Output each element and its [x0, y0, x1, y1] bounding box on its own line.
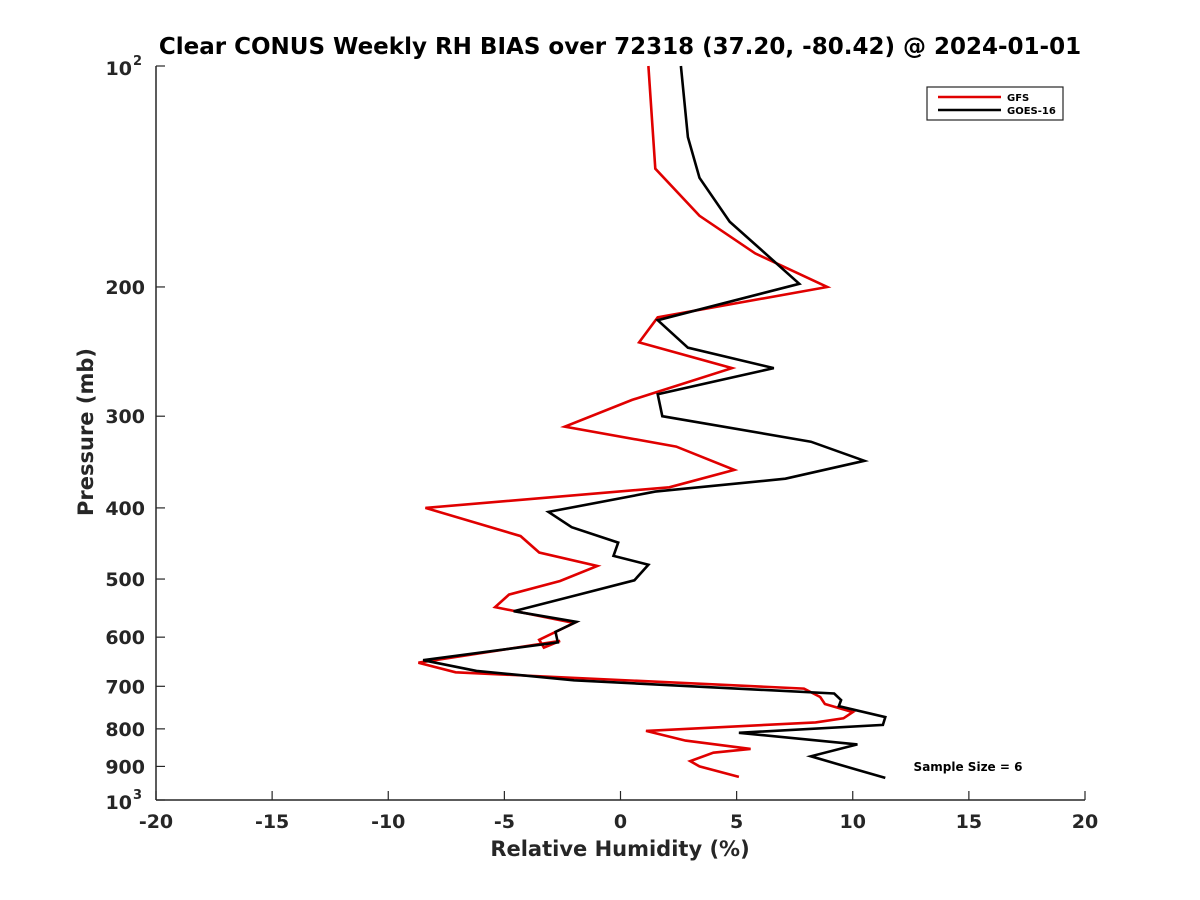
y-tick-label: 500 — [105, 569, 145, 591]
legend-label-goes-16: GOES-16 — [1007, 106, 1056, 117]
series-line-gfs — [418, 65, 856, 779]
x-axis-label: Relative Humidity (%) — [490, 837, 749, 861]
y-tick-exponent: 2 — [133, 54, 142, 69]
x-tick-label: -10 — [371, 811, 405, 833]
legend-label-gfs: GFS — [1007, 93, 1029, 104]
y-tick-label: 200 — [105, 277, 145, 299]
x-tick-label: 20 — [1072, 811, 1098, 833]
y-tick-label: 900 — [105, 756, 145, 778]
x-tick-label: 15 — [956, 811, 982, 833]
y-tick-label: 400 — [105, 498, 145, 520]
x-tick-label: 5 — [730, 811, 743, 833]
x-tick-label: -20 — [139, 811, 173, 833]
y-tick-label: 800 — [105, 719, 145, 741]
y-tick-label: 600 — [105, 627, 145, 649]
y-tick-label: 10 — [106, 792, 132, 814]
chart-title: Clear CONUS Weekly RH BIAS over 72318 (3… — [159, 34, 1081, 60]
sample-size-annotation: Sample Size = 6 — [914, 760, 1023, 774]
x-tick-label: -5 — [494, 811, 515, 833]
y-axis-label: Pressure (mb) — [74, 348, 98, 516]
x-tick-label: 0 — [614, 811, 627, 833]
series-layer — [418, 65, 887, 780]
y-tick-label: 300 — [105, 406, 145, 428]
legend-box — [926, 86, 1064, 121]
legend: GFS GOES-16 — [926, 86, 1064, 121]
x-tick-label: 10 — [840, 811, 866, 833]
y-tick-exponent: 3 — [133, 788, 142, 803]
y-tick-label: 700 — [105, 676, 145, 698]
series-line-goes-16 — [422, 65, 887, 780]
x-tick-label: -15 — [255, 811, 289, 833]
y-tick-label: 10 — [106, 58, 132, 80]
